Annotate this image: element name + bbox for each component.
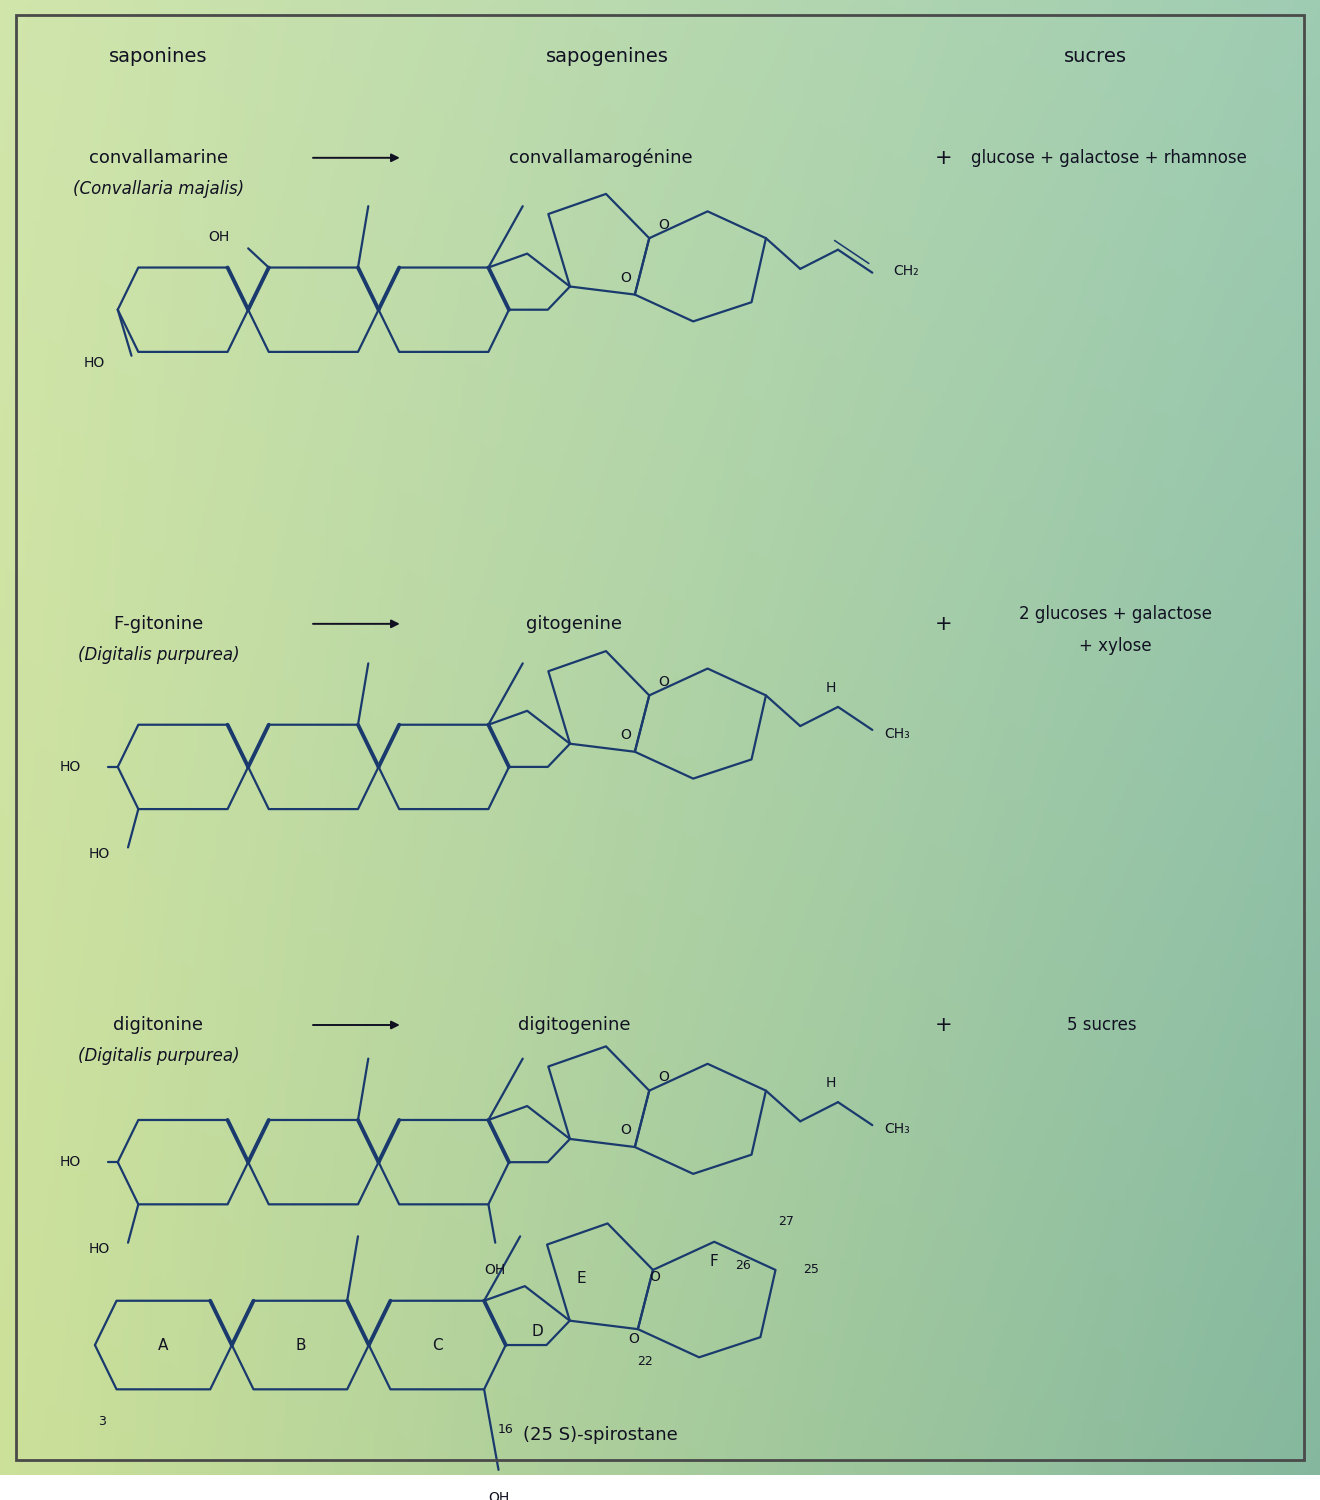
Text: A: A: [158, 1338, 169, 1353]
Text: HO: HO: [61, 1155, 82, 1168]
Text: +: +: [935, 614, 953, 634]
Text: convallamarine: convallamarine: [88, 148, 228, 166]
Text: digitonine: digitonine: [114, 1016, 203, 1034]
Text: (Convallaria majalis): (Convallaria majalis): [73, 180, 244, 198]
Text: sucres: sucres: [1064, 46, 1127, 66]
Text: digitogenine: digitogenine: [517, 1016, 631, 1034]
Text: +: +: [935, 148, 953, 168]
Text: 25: 25: [804, 1263, 820, 1276]
Text: HO: HO: [88, 1242, 110, 1256]
Text: OH: OH: [484, 1263, 506, 1276]
Text: B: B: [296, 1338, 305, 1353]
Text: CH₂: CH₂: [894, 264, 919, 278]
Text: (25 S)-spirostane: (25 S)-spirostane: [523, 1426, 678, 1444]
Text: + xylose: + xylose: [1078, 638, 1152, 656]
Text: F: F: [710, 1254, 718, 1269]
Text: O: O: [657, 1070, 669, 1084]
Text: OH: OH: [209, 230, 230, 244]
Text: 3: 3: [98, 1414, 106, 1428]
Text: HO: HO: [61, 760, 82, 774]
Text: 27: 27: [779, 1215, 795, 1228]
Text: (Digitalis purpurea): (Digitalis purpurea): [78, 1047, 239, 1065]
Text: O: O: [657, 675, 669, 688]
Text: +: +: [935, 1016, 953, 1035]
Text: O: O: [620, 728, 631, 742]
Text: HO: HO: [88, 846, 110, 861]
Text: 16: 16: [498, 1424, 513, 1436]
Text: 22: 22: [638, 1354, 653, 1368]
Text: convallamarogénine: convallamarogénine: [508, 148, 693, 166]
Text: O: O: [657, 217, 669, 231]
Text: O: O: [620, 270, 631, 285]
Text: CH₃: CH₃: [884, 1122, 911, 1136]
Text: H: H: [826, 681, 837, 694]
Text: O: O: [649, 1269, 660, 1284]
Text: H: H: [826, 1076, 837, 1090]
Text: 5 sucres: 5 sucres: [1068, 1016, 1137, 1034]
Text: 2 glucoses + galactose: 2 glucoses + galactose: [1019, 604, 1212, 622]
Text: 26: 26: [735, 1260, 751, 1272]
Text: E: E: [577, 1270, 586, 1286]
Text: glucose + galactose + rhamnose: glucose + galactose + rhamnose: [972, 148, 1246, 166]
Text: gitogenine: gitogenine: [527, 615, 622, 633]
Text: C: C: [432, 1338, 442, 1353]
Text: (Digitalis purpurea): (Digitalis purpurea): [78, 646, 239, 664]
Text: saponines: saponines: [110, 46, 207, 66]
Text: O: O: [628, 1332, 639, 1347]
Text: sapogenines: sapogenines: [545, 46, 669, 66]
Text: F-gitonine: F-gitonine: [114, 615, 203, 633]
Text: OH: OH: [488, 1491, 510, 1500]
Text: HO: HO: [84, 357, 106, 370]
Text: CH₃: CH₃: [884, 726, 911, 741]
Text: O: O: [620, 1124, 631, 1137]
Text: D: D: [532, 1324, 544, 1340]
